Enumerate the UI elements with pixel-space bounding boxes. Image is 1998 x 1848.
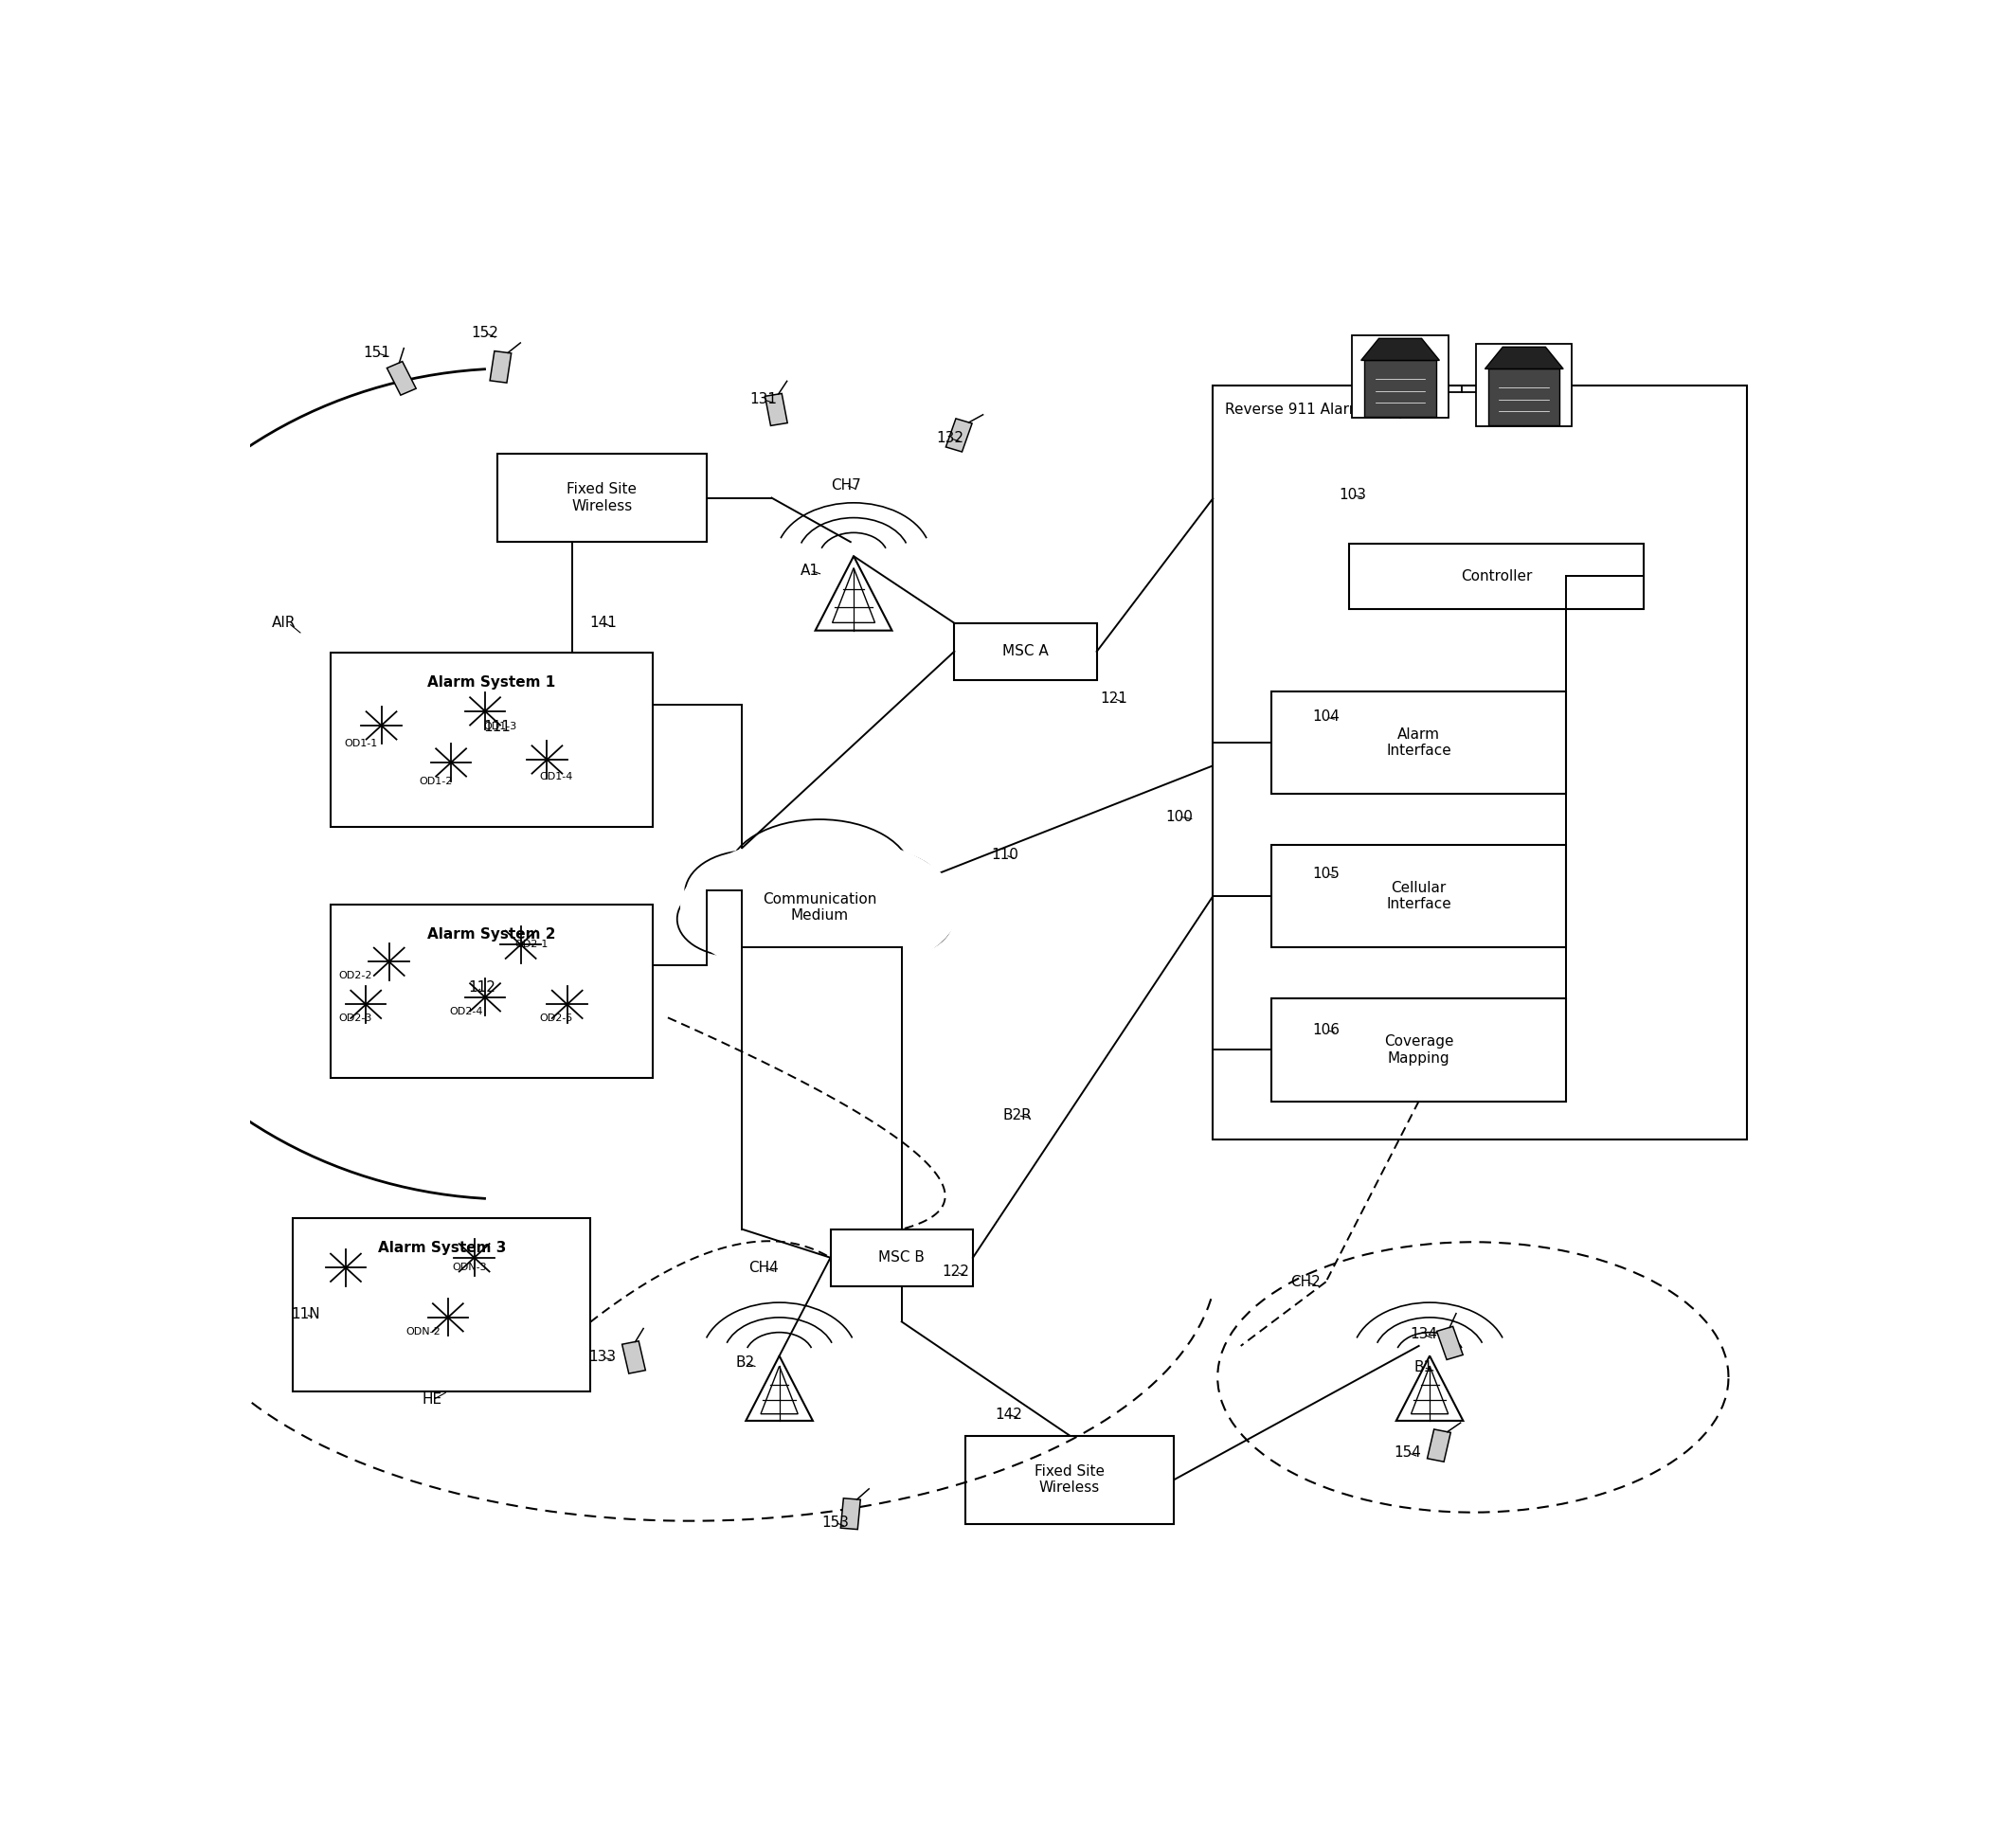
Text: 134: 134: [1411, 1327, 1437, 1342]
Ellipse shape: [759, 906, 879, 972]
Text: CH4: CH4: [749, 1260, 779, 1275]
Text: 11N: 11N: [292, 1308, 320, 1321]
Text: Fixed Site
Wireless: Fixed Site Wireless: [1035, 1464, 1105, 1495]
Bar: [831, 1229, 973, 1286]
Text: OD2-1: OD2-1: [515, 941, 547, 950]
Bar: [1353, 336, 1449, 418]
Text: ODN-3: ODN-3: [452, 1262, 488, 1273]
Text: 151: 151: [364, 346, 390, 360]
Text: 106: 106: [1313, 1024, 1341, 1037]
Text: 154: 154: [1395, 1445, 1423, 1460]
Text: 104: 104: [1313, 710, 1339, 724]
Bar: [1213, 386, 1746, 1140]
Text: A1: A1: [801, 564, 819, 577]
Text: Alarm System 3: Alarm System 3: [378, 1240, 505, 1255]
Bar: [621, 1342, 645, 1373]
Ellipse shape: [685, 850, 811, 937]
Text: OD1-1: OD1-1: [344, 739, 378, 748]
Text: MSC A: MSC A: [1003, 645, 1049, 658]
Text: 103: 103: [1339, 488, 1367, 503]
Text: OD1-2: OD1-2: [420, 776, 452, 785]
Text: 131: 131: [749, 392, 777, 407]
Bar: [841, 1499, 861, 1530]
Ellipse shape: [791, 896, 923, 970]
Text: Cellular
Interface: Cellular Interface: [1387, 881, 1451, 911]
Bar: [765, 394, 787, 425]
Text: Coverage
Mapping: Coverage Mapping: [1385, 1035, 1455, 1064]
Ellipse shape: [841, 881, 953, 955]
Text: Communication
Medium: Communication Medium: [763, 893, 877, 922]
Text: 112: 112: [468, 979, 496, 994]
Text: Fixed Site
Wireless: Fixed Site Wireless: [567, 482, 637, 514]
Text: 105: 105: [1313, 867, 1339, 881]
Bar: [388, 362, 416, 395]
Text: B1: B1: [1415, 1360, 1433, 1375]
Text: OD2-3: OD2-3: [338, 1015, 372, 1024]
Text: CH7: CH7: [831, 479, 861, 492]
Text: B2: B2: [735, 1356, 755, 1369]
Bar: [1427, 1429, 1451, 1462]
Text: OD1-4: OD1-4: [539, 772, 573, 782]
Text: OD1-3: OD1-3: [484, 723, 517, 732]
Text: 133: 133: [589, 1351, 617, 1364]
Text: Alarm System 1: Alarm System 1: [428, 676, 555, 689]
Bar: [330, 652, 651, 826]
Text: OD2-5: OD2-5: [539, 1015, 573, 1024]
Text: 100: 100: [1165, 809, 1193, 824]
Text: CH2: CH2: [1291, 1275, 1321, 1288]
Bar: [1477, 344, 1572, 427]
Ellipse shape: [677, 881, 789, 955]
Ellipse shape: [679, 837, 959, 979]
Text: HE: HE: [422, 1393, 442, 1406]
Text: 141: 141: [589, 615, 617, 630]
Bar: [1437, 1327, 1463, 1360]
Polygon shape: [1485, 347, 1562, 370]
Text: OD2-4: OD2-4: [450, 1007, 484, 1016]
Text: Alarm System 2: Alarm System 2: [428, 928, 555, 942]
Bar: [955, 623, 1097, 680]
Text: Alarm
Interface: Alarm Interface: [1387, 728, 1451, 758]
Text: 122: 122: [943, 1264, 969, 1279]
Text: 153: 153: [821, 1515, 849, 1530]
Bar: [1273, 691, 1566, 795]
Text: MSC B: MSC B: [879, 1251, 925, 1264]
Polygon shape: [1489, 370, 1560, 425]
Text: Reverse 911 Alarm System: Reverse 911 Alarm System: [1225, 403, 1423, 416]
Text: 121: 121: [1101, 691, 1127, 706]
Ellipse shape: [717, 893, 849, 967]
Ellipse shape: [727, 819, 911, 928]
Text: OD2-2: OD2-2: [338, 972, 372, 981]
Bar: [1349, 543, 1644, 608]
Text: AIR: AIR: [272, 615, 296, 630]
Text: 111: 111: [484, 721, 511, 734]
Bar: [330, 906, 651, 1079]
Text: 132: 132: [935, 431, 963, 445]
Text: B2R: B2R: [1003, 1109, 1033, 1122]
Bar: [965, 1436, 1175, 1525]
Text: 142: 142: [995, 1406, 1023, 1421]
Text: 152: 152: [472, 325, 500, 340]
Bar: [490, 351, 511, 383]
Text: ODN-2: ODN-2: [406, 1327, 442, 1336]
Bar: [945, 419, 973, 451]
Text: 110: 110: [991, 848, 1019, 861]
Bar: [1273, 998, 1566, 1101]
Bar: [498, 455, 707, 541]
Bar: [1273, 845, 1566, 948]
Polygon shape: [1361, 338, 1439, 360]
Text: Controller: Controller: [1461, 569, 1532, 584]
Ellipse shape: [817, 850, 945, 937]
Bar: [294, 1218, 591, 1392]
Polygon shape: [1365, 360, 1437, 416]
